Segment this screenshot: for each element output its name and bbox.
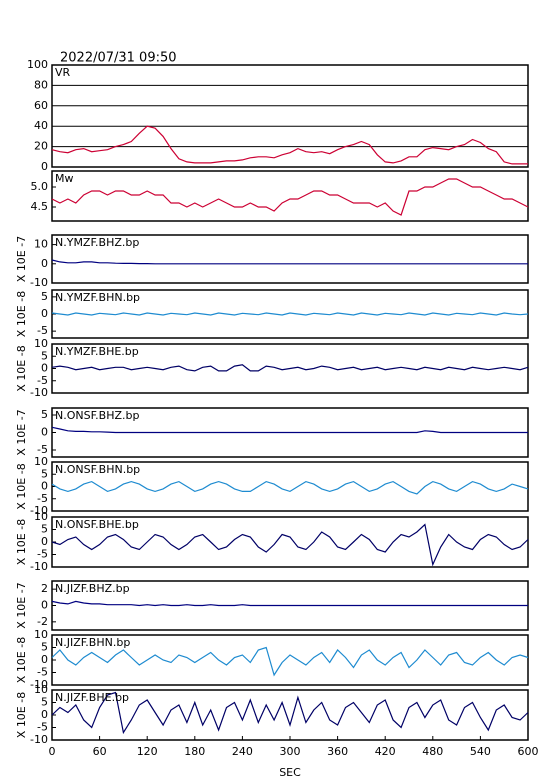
y-tick-label: 10 xyxy=(34,337,48,350)
series-line xyxy=(51,426,528,434)
x-tick-label: 60 xyxy=(93,745,107,758)
series-line xyxy=(51,480,529,495)
y-tick-label: -10 xyxy=(30,678,48,691)
x-tick-label: 360 xyxy=(327,745,348,758)
panel-label: N.ONSF.BHN.bp xyxy=(55,463,140,476)
y-tick-label: 0 xyxy=(41,653,48,666)
y-tick-label: 100 xyxy=(27,58,48,71)
y-tick-label: 5 xyxy=(41,290,48,303)
x-tick-label: 540 xyxy=(470,745,491,758)
y-tick-label: 2 xyxy=(41,582,48,595)
x-tick-label: 300 xyxy=(280,745,301,758)
y-tick-label: -10 xyxy=(30,560,48,573)
y-tick-label: 0 xyxy=(41,708,48,721)
panel-frame xyxy=(51,234,529,284)
x-tick-label: 420 xyxy=(375,745,396,758)
series-line xyxy=(51,646,529,677)
y-axis-title: X 10E -8 xyxy=(15,463,28,509)
y-tick-label: 0 xyxy=(41,257,48,270)
x-tick-label: 180 xyxy=(184,745,205,758)
y-tick-label: -2 xyxy=(37,615,48,628)
y-axis-title: X 10E -8 xyxy=(15,692,28,738)
y-axis-title: X 10E -8 xyxy=(15,637,28,683)
y-tick-label: -10 xyxy=(30,386,48,399)
y-tick-label: 5 xyxy=(41,641,48,654)
y-tick-label: -5 xyxy=(37,374,48,387)
y-tick-label: 5 xyxy=(41,467,48,480)
series-line xyxy=(51,523,529,567)
series-line xyxy=(51,691,529,735)
x-tick-label: 480 xyxy=(422,745,443,758)
y-tick-label: -5 xyxy=(37,443,48,456)
y-tick-label: -5 xyxy=(37,324,48,337)
panel-label: N.YMZF.BHN.bp xyxy=(55,291,140,304)
x-axis-title: SEC xyxy=(279,766,301,779)
series-line xyxy=(51,259,528,265)
y-tick-label: 4.5 xyxy=(31,200,49,213)
y-tick-label: 60 xyxy=(34,99,48,112)
y-tick-label: 10 xyxy=(34,238,48,251)
y-tick-label: -5 xyxy=(37,548,48,561)
chart-title: 2022/07/31 09:50 xyxy=(60,51,177,66)
y-tick-label: -10 xyxy=(30,504,48,517)
panel-frame xyxy=(51,343,529,394)
y-tick-label: -5 xyxy=(37,666,48,679)
series-line xyxy=(51,125,528,165)
y-axis-title: X 10E -7 xyxy=(15,582,28,628)
panel-frame xyxy=(51,64,529,168)
y-tick-label: 0 xyxy=(41,426,48,439)
y-tick-label: 0 xyxy=(41,535,48,548)
panel-label: N.JIZF.BHE.bp xyxy=(55,691,129,704)
panel-label: N.JIZF.BHN.bp xyxy=(55,636,130,649)
y-tick-label: -10 xyxy=(30,276,48,289)
panel-label: Mw xyxy=(55,172,74,185)
panel-label: N.JIZF.BHZ.bp xyxy=(55,582,130,595)
y-tick-label: 10 xyxy=(34,628,48,641)
y-tick-label: 0 xyxy=(41,599,48,612)
y-tick-label: 0 xyxy=(41,160,48,173)
y-axis-title: X 10E -8 xyxy=(15,291,28,337)
series-line xyxy=(51,364,529,372)
y-tick-label: 80 xyxy=(34,78,48,91)
x-tick-label: 0 xyxy=(49,745,56,758)
panel-label: N.ONSF.BHE.bp xyxy=(55,518,139,531)
series-line xyxy=(51,312,529,316)
y-tick-label: 0 xyxy=(41,362,48,375)
y-tick-label: 5 xyxy=(41,349,48,362)
panel-frame xyxy=(51,170,529,222)
y-tick-label: 5.0 xyxy=(31,180,49,193)
panel-label: N.ONSF.BHZ.bp xyxy=(55,409,139,422)
panel-label: N.YMZF.BHZ.bp xyxy=(55,236,139,249)
y-axis-title: X 10E -7 xyxy=(15,236,28,282)
y-tick-label: 0 xyxy=(41,307,48,320)
y-axis-title: X 10E -8 xyxy=(15,345,28,391)
y-tick-label: 5 xyxy=(41,408,48,421)
y-axis-title: X 10E -7 xyxy=(15,409,28,455)
series-line xyxy=(51,178,529,216)
y-tick-label: 0 xyxy=(41,480,48,493)
y-tick-label: -5 xyxy=(37,492,48,505)
y-tick-label: -5 xyxy=(37,721,48,734)
x-tick-label: 240 xyxy=(232,745,253,758)
y-tick-label: 20 xyxy=(34,140,48,153)
y-tick-label: 10 xyxy=(34,455,48,468)
x-tick-label: 120 xyxy=(137,745,158,758)
y-tick-label: 40 xyxy=(34,119,48,132)
y-tick-label: 10 xyxy=(34,683,48,696)
x-tick-label: 600 xyxy=(518,745,539,758)
y-tick-label: -10 xyxy=(30,733,48,746)
panel-frame xyxy=(51,461,529,512)
panel-frame xyxy=(51,634,529,686)
y-axis-title: X 10E -8 xyxy=(15,519,28,565)
y-tick-label: 10 xyxy=(34,510,48,523)
y-tick-label: 5 xyxy=(41,696,48,709)
panel-label: N.YMZF.BHE.bp xyxy=(55,345,139,358)
series-line xyxy=(51,600,528,607)
panel-label: VR xyxy=(55,66,71,79)
y-tick-label: 5 xyxy=(41,523,48,536)
